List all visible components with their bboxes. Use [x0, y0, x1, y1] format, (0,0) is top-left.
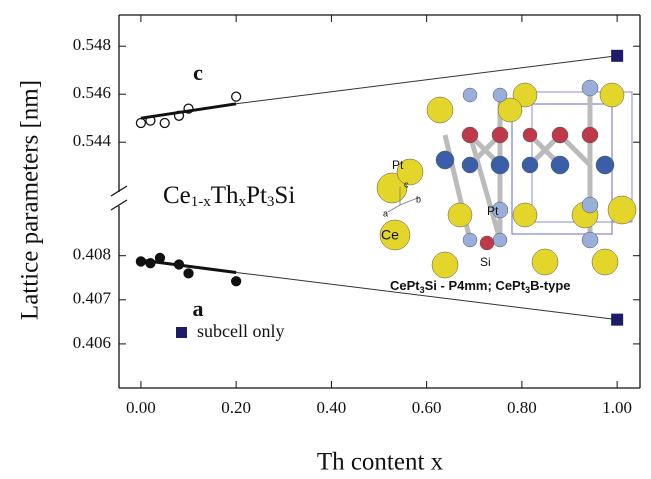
inset-label: b [416, 194, 421, 204]
inset-label: Pt [392, 158, 404, 172]
formula-part: Th [211, 182, 239, 209]
y-tick-label: 0.544 [73, 131, 112, 150]
inset-label: Si [480, 255, 491, 269]
x-tick-label: 0.40 [317, 398, 347, 417]
crystal-structure-inset: Pt Pt Ce Si a bc CePt3Si - P4mm; CePt3B-type [377, 80, 636, 295]
chart: PtPtCeSiabcCePt3Si - P4mm; CePt3B-type 0… [0, 0, 651, 479]
inset-label: Ce [381, 227, 399, 243]
x-tick-label: 1.00 [602, 398, 632, 417]
formula-part: Pt [246, 182, 267, 209]
inset-label: Pt [487, 204, 499, 218]
inset-label: a [383, 208, 388, 218]
marker-square [611, 50, 623, 62]
formula: Ce1-xThxPt3Si [163, 182, 295, 211]
y-tick-label: 0.406 [73, 333, 111, 352]
formula-part: 3 [267, 194, 275, 210]
marker-circle [136, 119, 145, 128]
marker-circle [160, 119, 169, 128]
y-tick-label: 0.546 [73, 83, 111, 102]
inset-caption: CePt3Si - P4mm; CePt3B-type [390, 278, 571, 295]
marker-square [611, 314, 623, 326]
y-axis-label: Lattice parameters [nm] [17, 80, 44, 320]
y-tick-label: 0.548 [73, 35, 111, 54]
marker-circle [184, 269, 193, 278]
formula-part: Ce [163, 182, 191, 209]
legend-swatch [176, 327, 187, 338]
y-tick-label: 0.408 [73, 245, 111, 264]
annotation: a [193, 296, 204, 321]
caption-part: CePt [390, 278, 420, 293]
y-tick-label: 0.407 [73, 289, 112, 308]
legend-label: subcell only [197, 321, 285, 341]
x-axis-label: Th content x [317, 449, 444, 476]
inset-label: c [404, 179, 409, 189]
fit-line [236, 56, 617, 104]
formula-part: 1-x [191, 194, 211, 210]
caption-part: B-type [530, 278, 570, 293]
formula-part: Si [274, 182, 295, 209]
x-tick-label: 0.00 [126, 398, 156, 417]
annotation: c [193, 60, 203, 85]
marker-circle [232, 277, 241, 286]
caption-part: Si - P4mm; CePt [425, 278, 526, 293]
x-tick-label: 0.60 [412, 398, 442, 417]
x-tick-label: 0.20 [221, 398, 251, 417]
x-tick-label: 0.80 [507, 398, 537, 417]
marker-circle [232, 92, 241, 101]
